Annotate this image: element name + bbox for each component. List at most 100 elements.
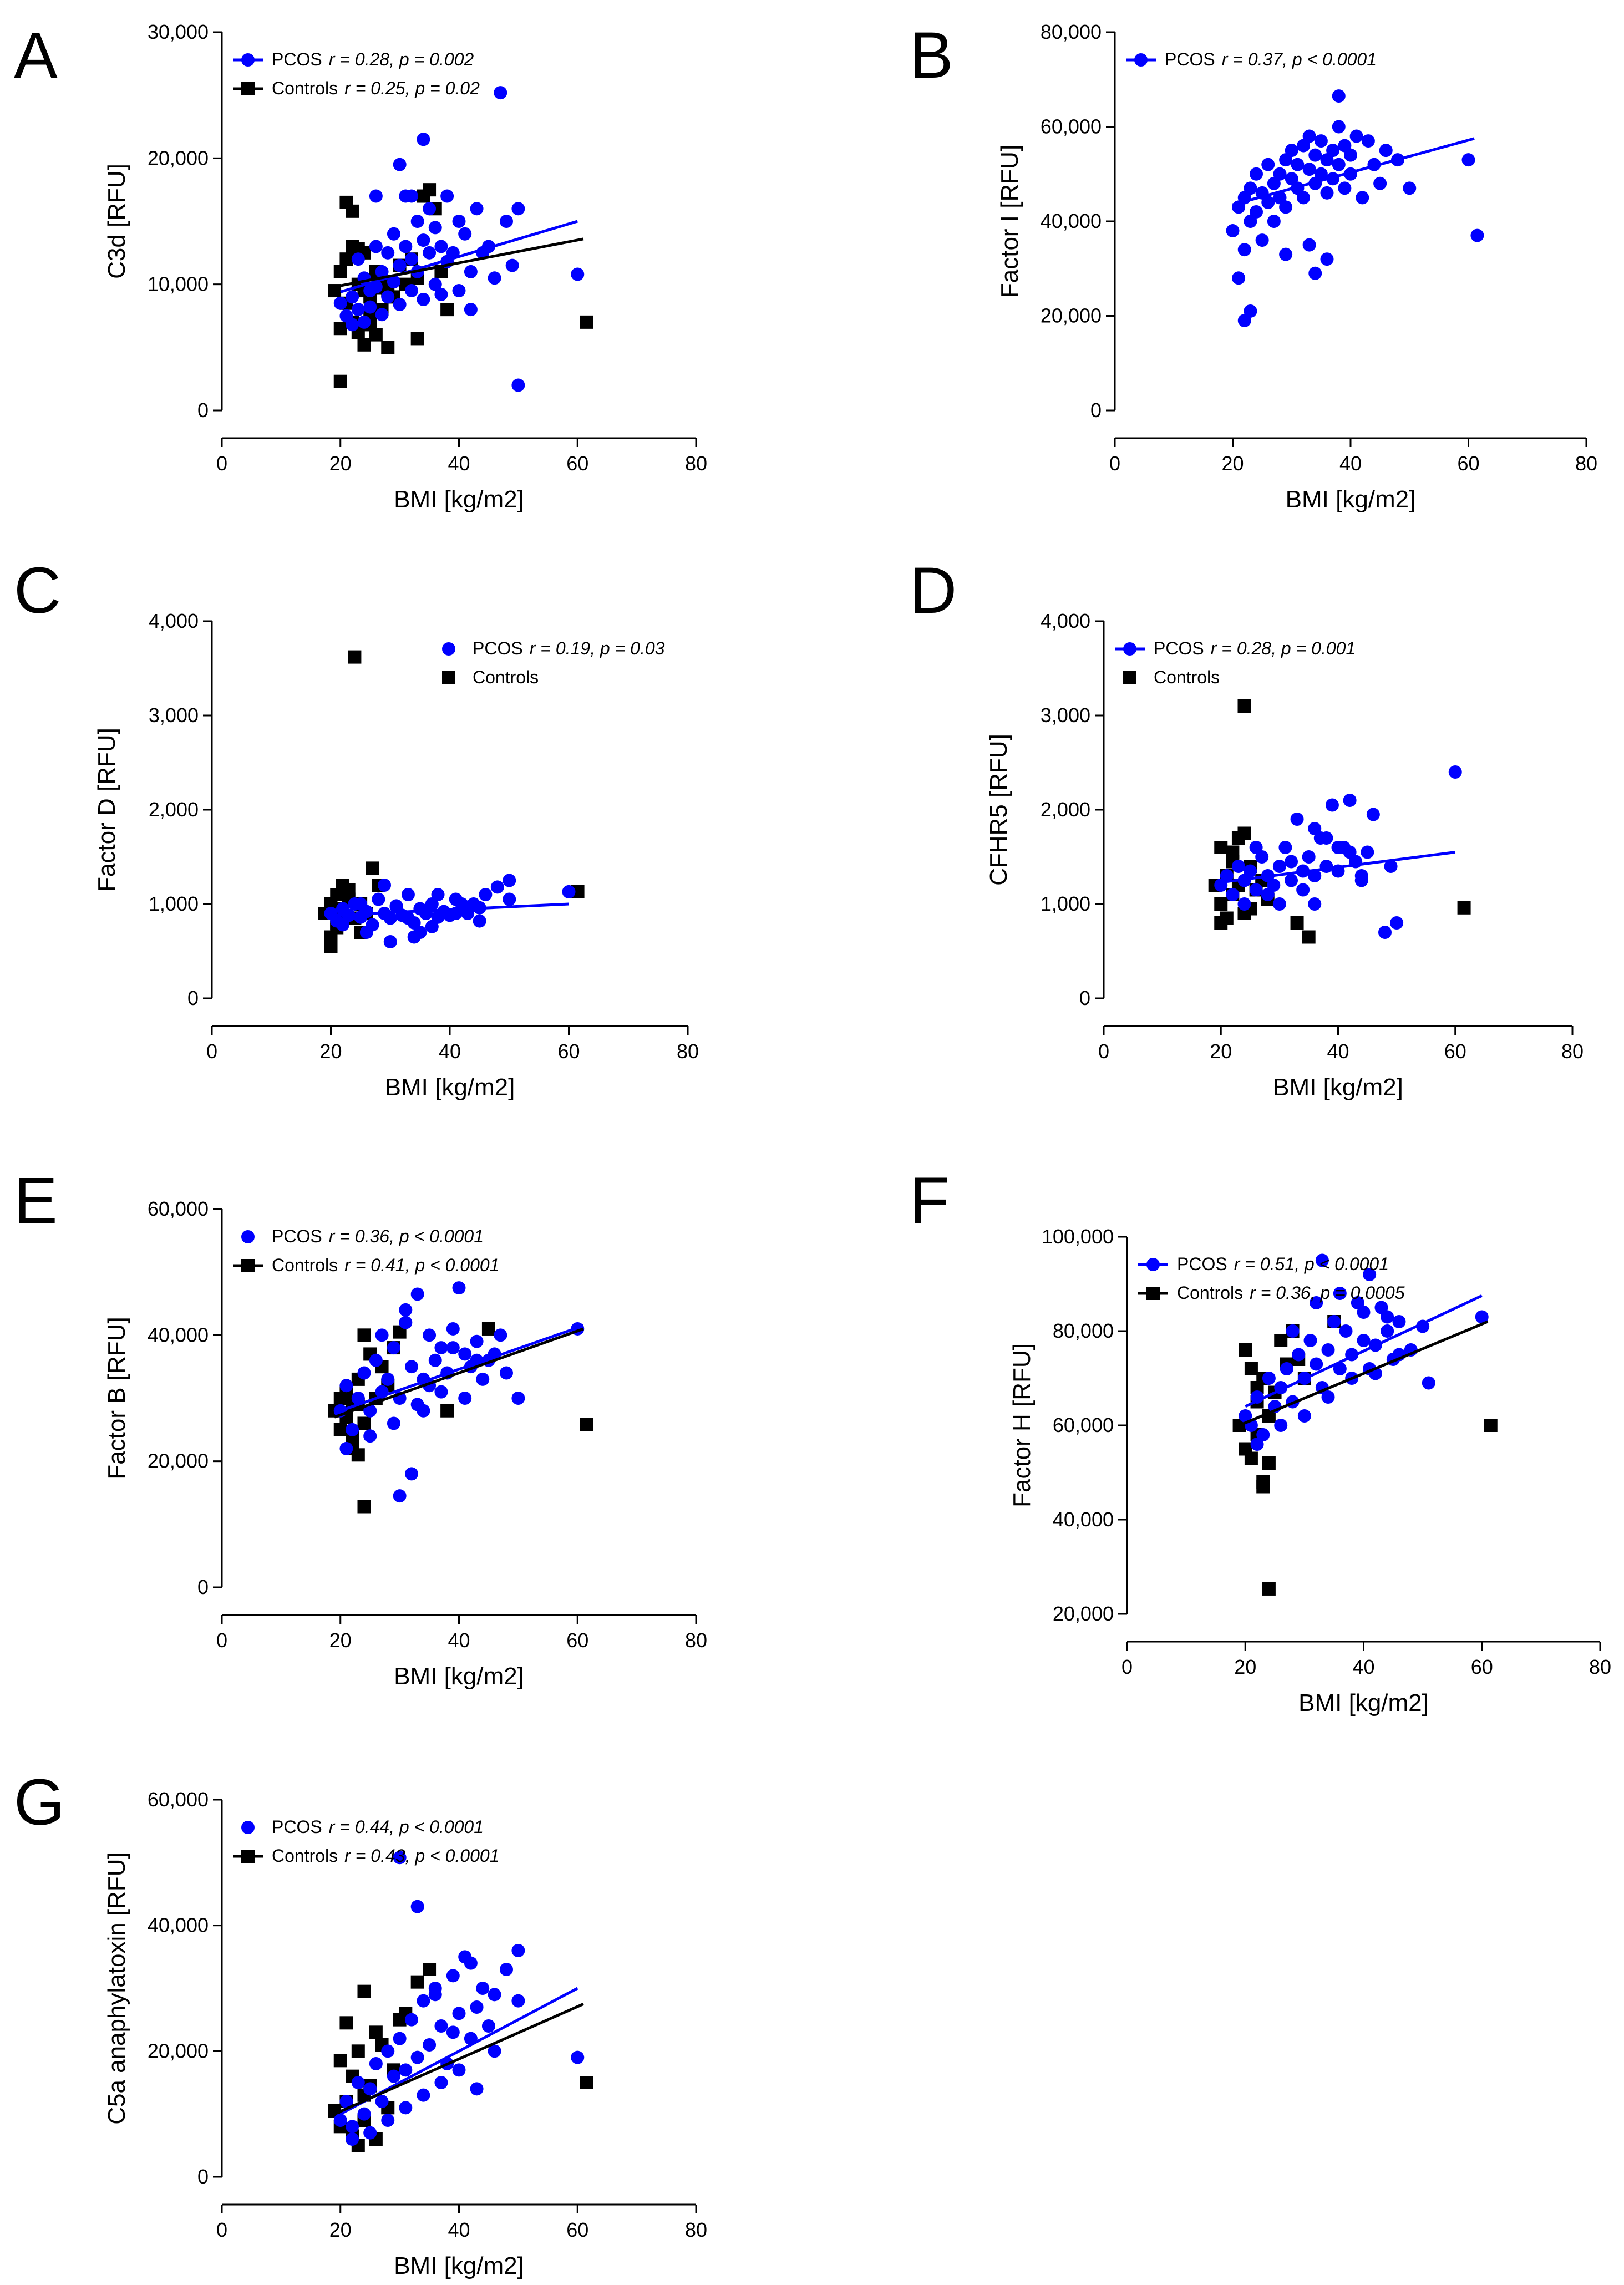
x-axis-title: BMI [kg/m2] (394, 2252, 524, 2279)
data-point (1470, 228, 1484, 242)
data-point (464, 303, 478, 317)
data-point (410, 215, 424, 228)
data-point (1461, 153, 1475, 167)
data-point (333, 2114, 347, 2127)
data-point (1356, 191, 1369, 205)
legend-marker (1146, 1287, 1160, 1300)
data-point (1237, 897, 1251, 911)
data-point (452, 2063, 466, 2077)
y-tick-label: 20,000 (1041, 304, 1102, 327)
data-point (423, 202, 437, 216)
data-point (346, 318, 359, 332)
data-point (399, 2101, 413, 2115)
y-tick-label: 60,000 (1053, 1414, 1114, 1436)
y-tick-label: 0 (197, 399, 209, 422)
data-point (1384, 860, 1398, 873)
data-point (369, 240, 383, 253)
y-tick-label: 30,000 (148, 21, 209, 43)
data-point (1237, 243, 1251, 257)
panel-letter: C (14, 554, 61, 627)
data-point (1303, 1334, 1317, 1347)
data-point (1272, 860, 1286, 873)
panel-letter: D (910, 554, 957, 627)
data-point (1279, 247, 1293, 261)
data-point (399, 1303, 413, 1317)
y-tick-label: 60,000 (148, 1197, 209, 1220)
data-point (1237, 826, 1251, 840)
data-point (1333, 1362, 1347, 1375)
data-point (346, 2120, 359, 2134)
data-point (1308, 897, 1322, 911)
data-point (339, 1379, 353, 1393)
data-point (440, 189, 454, 203)
x-tick-label: 0 (216, 452, 227, 475)
y-tick-label: 80,000 (1053, 1319, 1114, 1342)
data-point (1261, 888, 1275, 901)
data-point (1286, 1324, 1300, 1338)
data-point (333, 1423, 347, 1436)
legend-marker (241, 1259, 255, 1272)
regression-line-controls (334, 1327, 584, 1419)
data-point (1379, 144, 1393, 158)
data-point (324, 940, 338, 953)
legend-stats: r = 0.51, p < 0.0001 (1234, 1254, 1389, 1274)
y-axis-title: Factor B [RFU] (103, 1317, 130, 1479)
data-point (505, 258, 519, 272)
y-tick-label: 0 (187, 987, 199, 1009)
legend-marker (241, 1230, 255, 1243)
data-point (1214, 916, 1228, 930)
data-point (357, 1366, 371, 1380)
data-point (375, 2095, 389, 2108)
data-point (500, 1963, 513, 1976)
data-point (1422, 1376, 1435, 1390)
legend-marker (241, 1821, 255, 1834)
data-point (348, 650, 362, 664)
data-point (1308, 148, 1322, 162)
data-point (1475, 1310, 1489, 1324)
panel-g: G 0 20,000 40,000 60,000 0 20 40 60 80 BMI [kg/m2]… (14, 1766, 707, 2279)
data-point (354, 897, 368, 911)
data-point (1332, 158, 1346, 171)
legend-stats: r = 0.28, p = 0.002 (329, 49, 474, 69)
data-point (434, 1385, 448, 1399)
y-tick-label: 60,000 (148, 1788, 209, 1811)
y-tick-label: 0 (1079, 987, 1090, 1009)
data-point (1344, 148, 1357, 162)
data-point (363, 2082, 377, 2096)
data-point (381, 290, 395, 304)
data-point (1373, 176, 1387, 190)
y-tick-label: 1,000 (149, 892, 199, 915)
data-point (1302, 129, 1316, 143)
data-point (366, 861, 379, 875)
data-point (1327, 1315, 1341, 1328)
data-point (1273, 167, 1287, 181)
legend-entry: Controls r = 0.36, p = 0.0005 (1138, 1283, 1405, 1303)
x-tick-label: 20 (1234, 1656, 1256, 1678)
data-point (357, 1328, 371, 1342)
data-point (1366, 808, 1380, 821)
data-point (1244, 181, 1257, 195)
data-point (405, 189, 418, 203)
data-point (1297, 191, 1310, 205)
data-point (383, 935, 397, 948)
y-tick-label: 40,000 (1041, 210, 1102, 232)
data-point (1214, 841, 1228, 854)
data-point (428, 221, 442, 235)
data-point (434, 2076, 448, 2089)
data-point (511, 378, 525, 392)
data-point (1403, 181, 1417, 195)
data-point (393, 1851, 407, 1865)
data-point (571, 267, 585, 281)
data-point (381, 2114, 395, 2127)
legend-marker (442, 642, 455, 656)
data-point (1250, 167, 1263, 181)
data-point (1361, 134, 1375, 148)
legend-stats: r = 0.43, p < 0.0001 (344, 1846, 499, 1866)
data-point (339, 2095, 353, 2108)
data-point (434, 240, 448, 253)
data-point (1231, 860, 1245, 873)
data-point (339, 1441, 353, 1455)
data-point (423, 1963, 437, 1976)
data-point (452, 284, 466, 298)
